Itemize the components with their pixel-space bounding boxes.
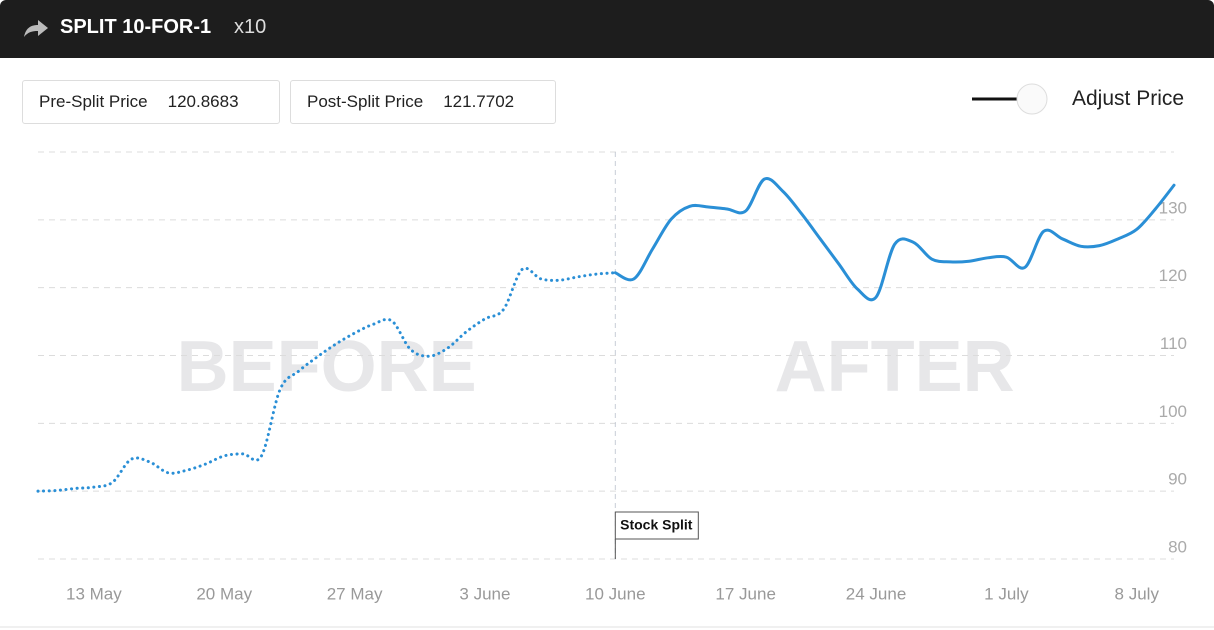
y-tick-label: 90: [1168, 470, 1187, 489]
y-tick-label: 100: [1159, 402, 1187, 421]
price-line: [36, 266, 617, 493]
pre-split-box: Pre-Split Price 120.8683: [22, 80, 280, 124]
label: Pre-Split Price: [39, 92, 148, 111]
y-tick-label: 130: [1159, 198, 1187, 217]
post-split-box: Post-Split Price 121.7702: [290, 80, 556, 124]
x-tick-label: 17 June: [715, 584, 776, 603]
x-tick-label: 24 June: [846, 584, 907, 603]
x-tick-label: 3 June: [459, 584, 510, 603]
share-icon: [24, 20, 48, 37]
x-tick-label: 13 May: [66, 584, 122, 603]
toggle-switch[interactable]: [966, 80, 1056, 120]
watermark: AFTER: [775, 327, 1015, 407]
x-tick-label: 27 May: [327, 584, 383, 603]
value: 120.8683: [167, 92, 239, 111]
y-tick-label: 80: [1168, 537, 1187, 556]
annotation-box: [614, 511, 699, 540]
annotation-label: Stock Split: [620, 517, 693, 533]
title: SPLIT 10-FOR-1: [60, 16, 212, 38]
y-tick-label: 120: [1159, 266, 1187, 285]
toggle-label[interactable]: Adjust Price: [1072, 87, 1185, 110]
y-tick-label: 110: [1160, 334, 1187, 353]
multiplier: x10: [234, 16, 267, 38]
x-tick-label: 10 June: [585, 584, 646, 603]
header: SPLIT 10-FOR-1 x10: [0, 0, 1214, 58]
value: 121.7702: [443, 92, 515, 111]
x-tick-label: 1 July: [984, 584, 1029, 603]
x-tick-label: 8 July: [1115, 584, 1160, 603]
watermark: BEFORE: [177, 327, 477, 407]
price-line: [613, 176, 1176, 302]
label: Post-Split Price: [307, 92, 424, 111]
x-tick-label: 20 May: [196, 584, 252, 603]
